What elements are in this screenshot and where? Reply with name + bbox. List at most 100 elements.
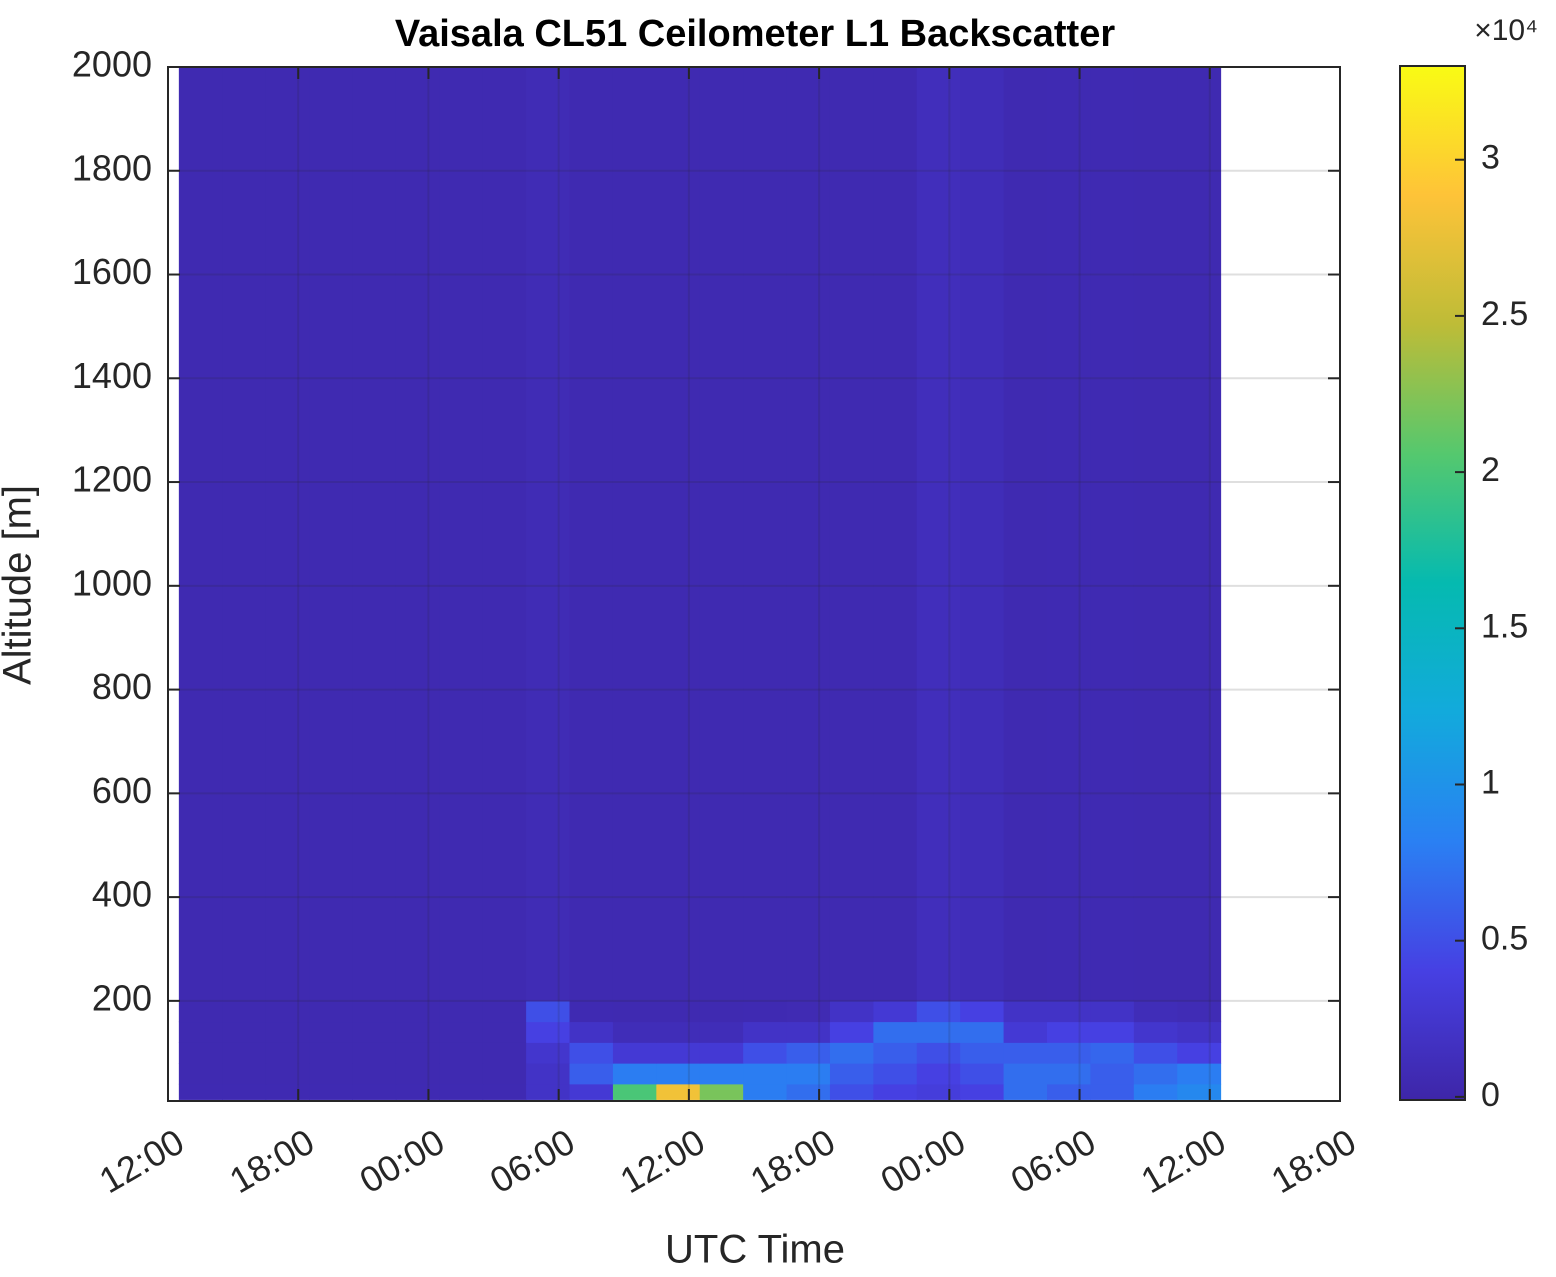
heatmap-cell bbox=[1003, 1021, 1048, 1043]
heatmap-cell bbox=[786, 1000, 831, 1023]
heatmap-cell bbox=[960, 1042, 1005, 1064]
heatmap-cell bbox=[526, 67, 571, 1002]
heatmap-cell bbox=[1177, 1063, 1222, 1085]
heatmap-cell bbox=[960, 1083, 1005, 1100]
heatmap-cell bbox=[526, 1000, 571, 1023]
y-tick-label: 200 bbox=[92, 977, 152, 1018]
heatmap-cell bbox=[482, 1083, 527, 1100]
x-tick-label: 18:00 bbox=[743, 1121, 842, 1202]
heatmap-cell bbox=[178, 1000, 223, 1023]
heatmap-cell bbox=[960, 1021, 1005, 1043]
heatmap-cell bbox=[526, 1063, 571, 1085]
heatmap-cell bbox=[743, 1000, 788, 1023]
heatmap-cell bbox=[916, 1021, 961, 1043]
heatmap-cell bbox=[786, 1042, 831, 1064]
x-axis-label: UTC Time bbox=[665, 1228, 845, 1272]
heatmap-cell bbox=[482, 67, 527, 1002]
heatmap-cell bbox=[526, 1042, 571, 1064]
heatmap-cell bbox=[656, 1063, 701, 1085]
heatmap-cell bbox=[178, 1042, 223, 1064]
colorbar-tick-label: 0 bbox=[1481, 1076, 1500, 1114]
y-tick-label: 1400 bbox=[72, 355, 152, 396]
heatmap-cell bbox=[743, 1083, 788, 1100]
heatmap-cell bbox=[1090, 1021, 1135, 1043]
heatmap-cell bbox=[743, 1021, 788, 1043]
colorbar-tick-label: 2 bbox=[1481, 451, 1500, 489]
colorbar-tick-label: 0.5 bbox=[1481, 920, 1528, 958]
heatmap-cell bbox=[395, 1083, 440, 1100]
heatmap-cell bbox=[829, 67, 874, 1002]
y-tick-label: 1000 bbox=[72, 562, 152, 603]
heatmap-cell bbox=[569, 67, 614, 1002]
heatmap-cell bbox=[265, 1021, 310, 1043]
heatmap-cell bbox=[222, 1042, 267, 1064]
heatmap-cell bbox=[569, 1063, 614, 1085]
heatmap-cell bbox=[395, 67, 440, 1002]
heatmap-cell bbox=[656, 1000, 701, 1023]
heatmap-cell bbox=[612, 1021, 657, 1043]
heatmap-cell bbox=[352, 1021, 397, 1043]
heatmap-cell bbox=[743, 1063, 788, 1085]
heatmap-cell bbox=[699, 1042, 744, 1064]
heatmap-cell bbox=[743, 1042, 788, 1064]
y-tick-label: 400 bbox=[92, 874, 152, 915]
heatmap-cell bbox=[656, 1083, 701, 1100]
heatmap-cell bbox=[1133, 1063, 1178, 1085]
heatmap-cell bbox=[439, 1000, 484, 1023]
heatmap-cell bbox=[439, 1042, 484, 1064]
heatmap-cell bbox=[1090, 1083, 1135, 1100]
x-tick-label: 00:00 bbox=[353, 1121, 452, 1202]
axes-box bbox=[167, 66, 1341, 1102]
x-tick-label: 18:00 bbox=[222, 1121, 321, 1202]
colorbar-tick-label: 2.5 bbox=[1481, 295, 1528, 333]
heatmap-cell bbox=[178, 1083, 223, 1100]
heatmap-cell bbox=[786, 1021, 831, 1043]
heatmap-cell bbox=[309, 1083, 353, 1100]
heatmap-cell bbox=[829, 1021, 874, 1043]
heatmap-cell bbox=[829, 1083, 874, 1100]
heatmap-cell bbox=[482, 1063, 527, 1085]
heatmap-cell bbox=[1177, 1021, 1222, 1043]
heatmap-cell bbox=[222, 1063, 267, 1085]
heatmap-cell bbox=[1047, 1063, 1091, 1085]
heatmap-cell bbox=[1177, 1083, 1222, 1100]
heatmap-cell bbox=[612, 1083, 657, 1100]
heatmap-cell bbox=[786, 1063, 831, 1085]
heatmap-cell bbox=[265, 1042, 310, 1064]
heatmap-cell bbox=[829, 1000, 874, 1023]
heatmap-cell bbox=[612, 67, 657, 1002]
heatmap-cell bbox=[309, 1042, 353, 1064]
heatmap-cell bbox=[873, 1021, 918, 1043]
heatmap-cell bbox=[1133, 1000, 1178, 1023]
x-tick-label: 06:00 bbox=[1004, 1121, 1103, 1202]
heatmap-cell bbox=[612, 1042, 657, 1064]
heatmap-cell bbox=[526, 1021, 571, 1043]
heatmap-cell bbox=[482, 1021, 527, 1043]
heatmap-cell bbox=[222, 67, 267, 1002]
heatmap-cell bbox=[873, 1000, 918, 1023]
heatmap-cell bbox=[569, 1000, 614, 1023]
heatmap-cell bbox=[1047, 1042, 1091, 1064]
heatmap-cell bbox=[916, 1042, 961, 1064]
y-tick-label: 1800 bbox=[72, 147, 152, 188]
heatmap-cell bbox=[786, 67, 831, 1002]
heatmap-cell bbox=[656, 67, 701, 1002]
heatmap-cell bbox=[439, 1083, 484, 1100]
heatmap-cell bbox=[1003, 1000, 1048, 1023]
heatmap-cell bbox=[699, 67, 744, 1002]
heatmap-cell bbox=[960, 67, 1005, 1002]
heatmap-cell bbox=[1090, 1063, 1135, 1085]
heatmap-cell bbox=[439, 1063, 484, 1085]
heatmap-cell bbox=[309, 1000, 353, 1023]
heatmap-cell bbox=[178, 1021, 223, 1043]
heatmap-cell bbox=[265, 67, 310, 1002]
heatmap-cell bbox=[482, 1000, 527, 1023]
heatmap-cell bbox=[916, 67, 961, 1002]
heatmap-cell bbox=[1133, 1042, 1178, 1064]
heatmap-cell bbox=[699, 1063, 744, 1085]
heatmap-cell bbox=[1177, 67, 1222, 1002]
heatmap-cell bbox=[178, 67, 223, 1002]
heatmap-cell bbox=[352, 67, 397, 1002]
heatmap-cell bbox=[1133, 1021, 1178, 1043]
heatmap-cell bbox=[656, 1042, 701, 1064]
